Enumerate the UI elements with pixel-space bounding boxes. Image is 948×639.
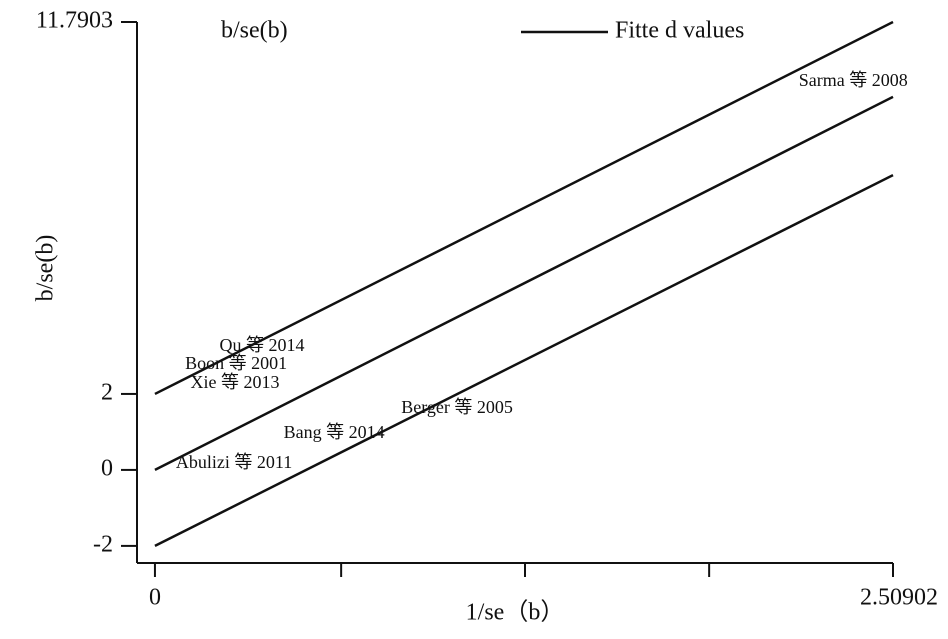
fit-line xyxy=(154,20,894,396)
study-label: Abulizi 等 2011 xyxy=(176,452,292,472)
study-label: Boon 等 2001 xyxy=(185,353,287,373)
study-label: Berger 等 2005 xyxy=(401,397,513,417)
y-tick-label: 2 xyxy=(101,379,113,405)
fit-line xyxy=(154,95,894,472)
study-label: Xie 等 2013 xyxy=(190,372,279,392)
y-tick-label: -2 xyxy=(93,531,113,557)
legend-label: Fitte d values xyxy=(615,18,744,44)
y-tick-label: 0 xyxy=(101,455,113,481)
y-axis-label: b/se(b) xyxy=(33,235,59,302)
fit-line xyxy=(154,173,894,548)
study-label: Sarma 等 2008 xyxy=(799,70,908,90)
study-label: Bang 等 2014 xyxy=(284,422,385,442)
y-tick-label: 11.7903 xyxy=(36,8,113,34)
study-label: Qu 等 2014 xyxy=(220,335,305,355)
x-tick-label: 2.50902 xyxy=(860,585,938,611)
x-tick-label: 0 xyxy=(149,585,161,611)
x-axis-label: 1/se（b） xyxy=(466,600,565,626)
chart-title: b/se(b) xyxy=(221,18,288,44)
